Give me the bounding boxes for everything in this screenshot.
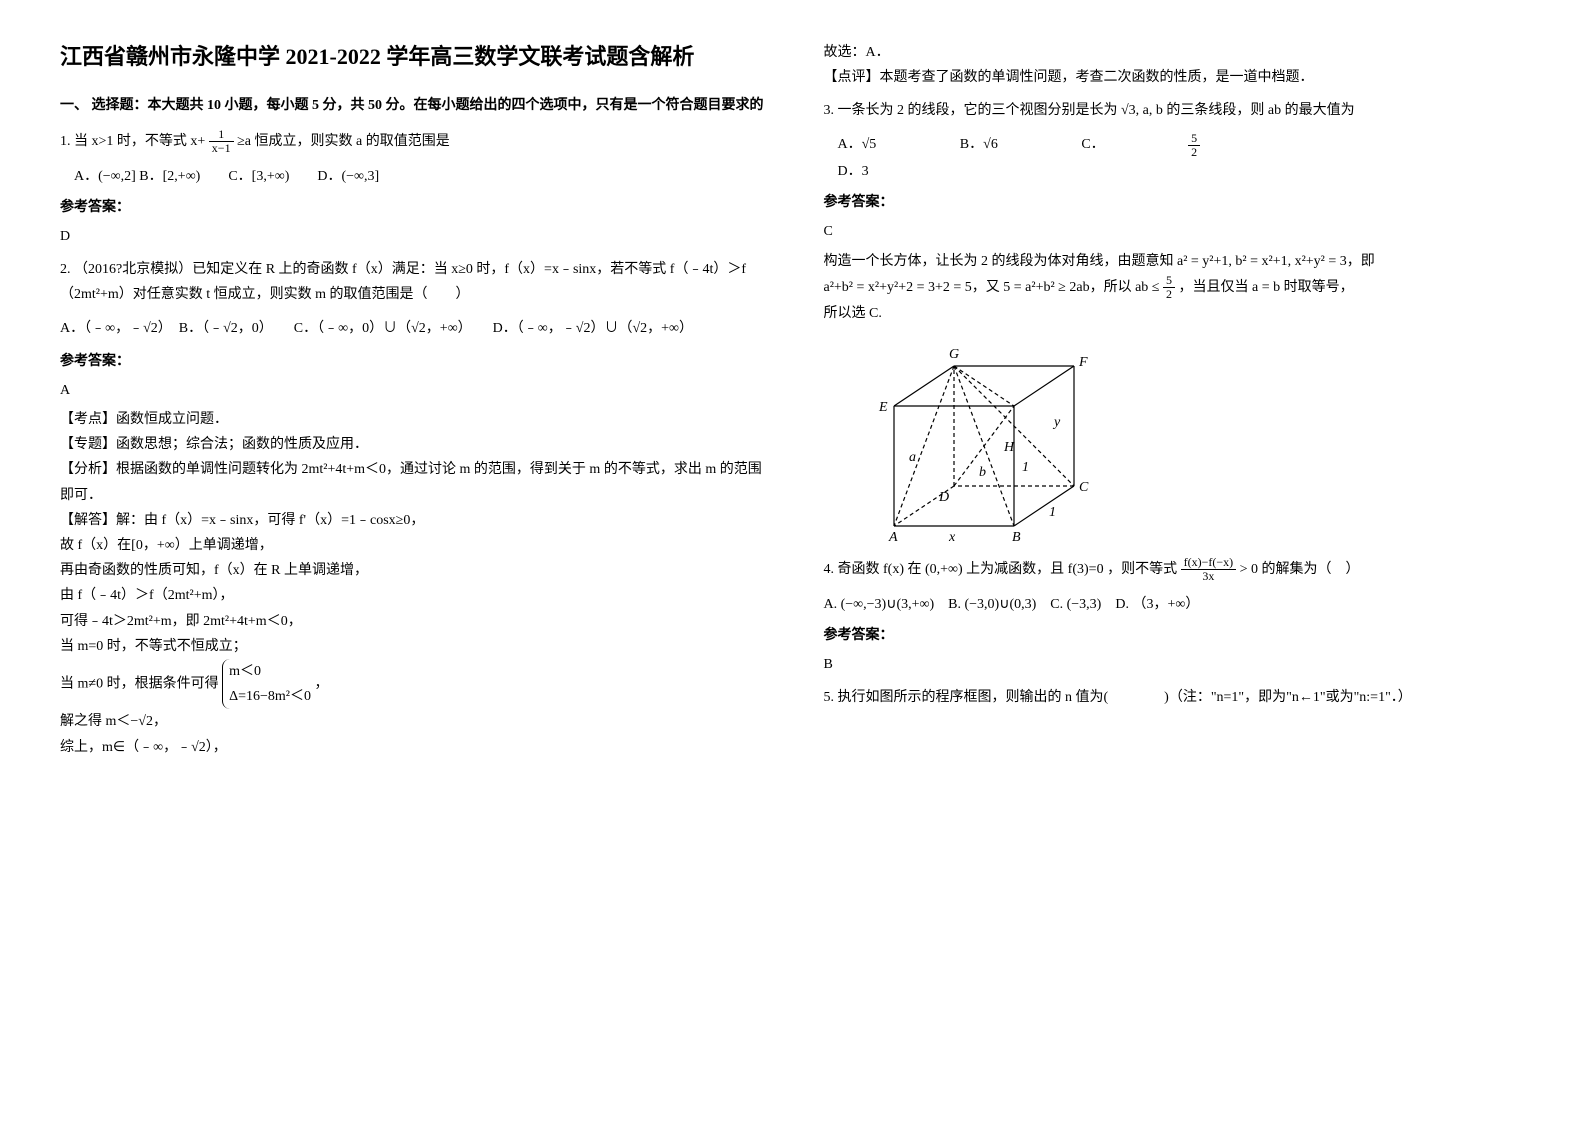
q2-line1: 【考点】函数恒成立问题． — [60, 407, 764, 432]
q2-line11: 解之得 m＜−√2， — [60, 709, 764, 734]
cube-diagram: A B C D E F G H x y a b 1 1 — [864, 336, 1094, 546]
q3-exp3: 所以选 C. — [824, 301, 1528, 326]
q2-line10: 当 m≠0 时，根据条件可得 m＜0 Δ=16−8m²＜0 ， — [60, 659, 764, 709]
label-G: G — [949, 347, 959, 362]
q3-optB: B．√6 — [960, 137, 998, 152]
label-C: C — [1079, 480, 1089, 495]
q2-line9: 当 m=0 时，不等式不恒成立； — [60, 634, 764, 659]
sys-line1: m＜0 — [229, 659, 311, 684]
sys-line2: Δ=16−8m²＜0 — [229, 684, 311, 709]
q2-line10a: 当 m≠0 时，根据条件可得 — [60, 676, 219, 691]
q2-line12: 综上，m∈（﹣∞，﹣√2）， — [60, 735, 764, 760]
q2-line7: 由 f（﹣4t）＞f（2mt²+m）， — [60, 583, 764, 608]
q2-ans-label: 参考答案： — [60, 349, 764, 374]
q3-e2-frac: 5 2 — [1163, 274, 1175, 301]
section1-head: 一、 选择题：本大题共 10 小题，每小题 5 分，共 50 分。在每小题给出的… — [60, 93, 764, 118]
label-a: a — [909, 450, 916, 465]
q3-e2-num: 5 — [1163, 274, 1175, 288]
q1-options: A．(−∞,2] B．[2,+∞) C．[3,+∞) D．(−∞,3] — [74, 164, 764, 189]
q4-frac-den: 3x — [1181, 570, 1237, 583]
q3-exp2: a²+b² = x²+y²+2 = 3+2 = 5，又 5 = a²+b² ≥ … — [824, 274, 1528, 301]
q3-ans-label: 参考答案： — [824, 190, 1528, 215]
q3-e2c: ，当且仅当 a = b 时取等号， — [1178, 280, 1353, 295]
q3-exp1: 构造一个长方体，让长为 2 的线段为体对角线，由题意知 a² = y²+1, b… — [824, 249, 1528, 274]
label-b: b — [979, 465, 986, 480]
q1-frac-num: 1 — [209, 128, 234, 142]
q3-optD: D．3 — [838, 164, 869, 179]
q1-ans-label: 参考答案： — [60, 195, 764, 220]
q3-optC-den: 2 — [1188, 146, 1200, 159]
label-y: y — [1052, 415, 1061, 430]
q1-frac-den: x−1 — [209, 142, 234, 155]
label-one2: 1 — [1022, 460, 1029, 475]
q3-e2a: a²+b² = x²+y²+2 = 3+2 = 5，又 5 = a²+b² ≥ … — [824, 280, 1136, 295]
q1-stem-b: ≥a 恒成立，则实数 a 的取值范围是 — [237, 134, 450, 149]
q2-r1: 故选：A． — [824, 40, 1528, 65]
q2-answer: A — [60, 378, 764, 403]
label-E: E — [878, 400, 888, 415]
q4-options: A. (−∞,−3)∪(3,+∞) B. (−3,0)∪(0,3) C. (−3… — [824, 592, 1528, 617]
label-x: x — [948, 530, 956, 545]
q3-optC-frac: 5 2 — [1188, 132, 1280, 159]
q2-line3: 【分析】根据函数的单调性问题转化为 2mt²+4t+m＜0，通过讨论 m 的范围… — [60, 457, 764, 507]
q1-fraction: 1 x−1 — [209, 128, 234, 155]
label-one1: 1 — [1049, 505, 1056, 520]
question-1: 1. 当 x>1 时，不等式 x+ 1 x−1 ≥a 恒成立，则实数 a 的取值… — [60, 128, 764, 155]
q4-frac-num: f(x)−f(−x) — [1181, 556, 1237, 570]
question-2: 2. （2016?北京模拟）已知定义在 R 上的奇函数 f（x）满足：当 x≥0… — [60, 257, 764, 307]
q4-fraction: f(x)−f(−x) 3x — [1181, 556, 1237, 583]
q2-line8: 可得﹣4t＞2mt²+m，即 2mt²+4t+m＜0， — [60, 609, 764, 634]
q2-line4: 【解答】解：由 f（x）=x﹣sinx，可得 f'（x）=1﹣cosx≥0， — [60, 508, 764, 533]
question-3: 3. 一条长为 2 的线段，它的三个视图分别是长为 √3, a, b 的三条线段… — [824, 98, 1528, 123]
q3-options: A．√5 B．√6 C． 5 2 D．3 — [838, 132, 1528, 185]
q3-optA: A．√5 — [838, 137, 877, 152]
label-D: D — [938, 490, 949, 505]
right-column: 故选：A． 【点评】本题考查了函数的单调性问题，考查二次函数的性质，是一道中档题… — [824, 40, 1528, 760]
label-F: F — [1078, 355, 1088, 370]
label-B: B — [1012, 530, 1021, 545]
q2-options: A．（﹣∞，﹣√2） B．（﹣√2，0） C．（﹣∞，0）∪（√2，+∞） D．… — [60, 316, 764, 341]
q3-optC-num: 5 — [1188, 132, 1200, 146]
q4-answer: B — [824, 652, 1528, 677]
label-A: A — [888, 530, 898, 545]
brace-system: m＜0 Δ=16−8m²＜0 — [222, 659, 311, 709]
q3-e2-den: 2 — [1163, 288, 1175, 301]
q1-stem-a: 1. 当 x>1 时，不等式 x+ — [60, 134, 209, 149]
question-4: 4. 奇函数 f(x) 在 (0,+∞) 上为减函数，且 f(3)=0 ，则不等… — [824, 556, 1528, 583]
q3-answer: C — [824, 219, 1528, 244]
q2-line2: 【专题】函数思想；综合法；函数的性质及应用． — [60, 432, 764, 457]
q4-ans-label: 参考答案： — [824, 623, 1528, 648]
doc-title: 江西省赣州市永隆中学 2021-2022 学年高三数学文联考试题含解析 — [60, 40, 764, 73]
q3-optC-pre: C． — [1081, 137, 1104, 152]
q2-line6: 再由奇函数的性质可知，f（x）在 R 上单调递增， — [60, 558, 764, 583]
q4-stem-b: > 0 的解集为（ ） — [1240, 562, 1360, 577]
q1-answer: D — [60, 224, 764, 249]
q4-stem-a: 4. 奇函数 f(x) 在 (0,+∞) 上为减函数，且 f(3)=0 ，则不等… — [824, 562, 1181, 577]
q3-optC: C． 5 2 — [1081, 137, 1360, 152]
q3-e2b: ab ≤ — [1135, 280, 1159, 295]
label-H: H — [1003, 440, 1015, 455]
question-5: 5. 执行如图所示的程序框图，则输出的 n 值为( )（注："n=1"，即为"n… — [824, 685, 1528, 710]
q2-line10c: ， — [314, 676, 328, 691]
q2-r2: 【点评】本题考查了函数的单调性问题，考查二次函数的性质，是一道中档题． — [824, 65, 1528, 90]
left-column: 江西省赣州市永隆中学 2021-2022 学年高三数学文联考试题含解析 一、 选… — [60, 40, 764, 760]
q2-line5: 故 f（x）在[0，+∞）上单调递增， — [60, 533, 764, 558]
